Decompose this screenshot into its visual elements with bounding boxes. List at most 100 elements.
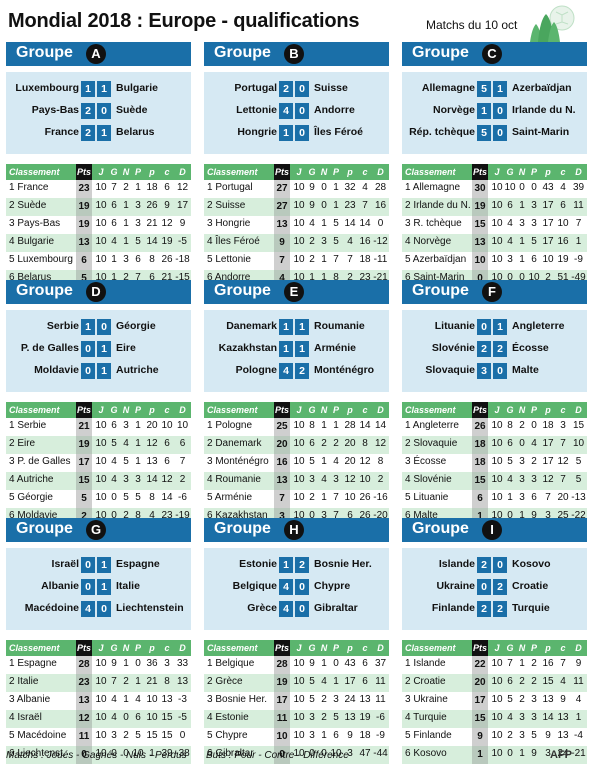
team-name: 2 Italie xyxy=(9,676,39,687)
header-won: G xyxy=(110,643,118,653)
match-results: Luxembourg 1 1 Bulgarie Pays-Bas 2 0 Suède Franc… xyxy=(6,72,191,154)
drawn: 3 xyxy=(519,492,525,503)
drawn: 0 xyxy=(321,748,327,759)
away-team: Turquie xyxy=(512,602,550,614)
afp-source-logo: AFP xyxy=(550,749,572,761)
drawn: 3 xyxy=(519,474,525,485)
table-row: 4 Norvège 13 10 4 1 5 17 16 1 xyxy=(402,234,587,252)
header-goal-difference: D xyxy=(377,167,384,177)
goal-difference: 0 xyxy=(377,218,384,229)
header-drawn: N xyxy=(518,405,526,415)
away-score: 1 xyxy=(295,341,309,357)
header-drawn: N xyxy=(122,405,130,415)
group-title: Groupe G xyxy=(6,518,191,542)
goals-against: 15 xyxy=(161,730,173,741)
points: 27 xyxy=(274,198,290,216)
goals-for: 10 xyxy=(146,694,158,705)
goals-against: 7 xyxy=(560,658,566,669)
away-score: 2 xyxy=(493,341,507,357)
goals-against: 13 xyxy=(557,712,569,723)
played: 10 xyxy=(95,218,107,229)
table-row: 5 Azerbaïdjan 10 10 3 1 6 10 19 -9 xyxy=(402,252,587,270)
team-name: 6 Andorre xyxy=(207,272,251,283)
match-row: Finlande 2 2 Turquie xyxy=(402,600,587,618)
away-team: Monténégro xyxy=(314,364,375,376)
header-team-name: Classement xyxy=(207,167,258,177)
lost: 4 xyxy=(135,694,141,705)
drawn: 2 xyxy=(321,438,327,449)
lost: 7 xyxy=(333,254,339,265)
goal-difference: -20 xyxy=(373,510,388,521)
team-name: 1 Espagne xyxy=(9,658,57,669)
goals-for: 18 xyxy=(146,182,158,193)
drawn: 2 xyxy=(123,272,129,283)
away-team: Bosnie Her. xyxy=(314,558,372,570)
away-team: Italie xyxy=(116,580,140,592)
goal-difference: -16 xyxy=(373,492,388,503)
goal-difference: 28 xyxy=(374,182,387,193)
points: 19 xyxy=(274,674,290,692)
home-team: Estonie xyxy=(239,558,277,570)
goals-against: 18 xyxy=(359,730,371,741)
header-goals-against: c xyxy=(560,405,566,415)
goals-against: 6 xyxy=(164,438,170,449)
won: 1 xyxy=(111,254,117,265)
table-row: 2 Croatie 20 10 6 2 2 15 4 11 xyxy=(402,674,587,692)
points: 7 xyxy=(274,252,290,270)
away-score: 1 xyxy=(97,557,111,573)
team-name: 1 France xyxy=(9,182,49,193)
home-team: France xyxy=(44,126,79,138)
home-team: Belgique xyxy=(232,580,277,592)
goals-for: 20 xyxy=(344,438,356,449)
team-name: 3 R. tchèque xyxy=(405,218,462,229)
home-score: 1 xyxy=(81,81,95,97)
lost: 6 xyxy=(333,730,339,741)
header-team-name: Classement xyxy=(9,405,60,415)
goals-against: 4 xyxy=(560,182,566,193)
played: 10 xyxy=(293,658,305,669)
goal-difference: 4 xyxy=(575,694,582,705)
points: 17 xyxy=(76,454,92,472)
team-name: 5 Géorgie xyxy=(9,492,53,503)
header-played: J xyxy=(494,405,500,415)
away-score: 2 xyxy=(295,363,309,379)
goals-against: 19 xyxy=(161,236,173,247)
points: 15 xyxy=(472,710,488,728)
goal-difference: -6 xyxy=(376,712,385,723)
drawn: 1 xyxy=(123,236,129,247)
lost: 1 xyxy=(333,420,339,431)
team-name: 3 Hongrie xyxy=(207,218,251,229)
home-team: Allemagne xyxy=(421,82,475,94)
drawn: 1 xyxy=(321,420,327,431)
won: 3 xyxy=(507,254,513,265)
goals-for: 9 xyxy=(545,730,551,741)
goal-difference: 12 xyxy=(176,182,189,193)
points: 21 xyxy=(76,418,92,436)
played: 10 xyxy=(293,254,305,265)
drawn: 1 xyxy=(519,200,525,211)
won: 3 xyxy=(309,730,315,741)
played: 10 xyxy=(293,730,305,741)
away-team: Suisse xyxy=(314,82,348,94)
won: 3 xyxy=(309,474,315,485)
lost: 3 xyxy=(135,474,141,485)
home-score: 1 xyxy=(279,319,293,335)
team-name: 1 Pologne xyxy=(207,420,253,431)
points: 13 xyxy=(76,234,92,252)
away-team: Arménie xyxy=(314,342,357,354)
header-lost: P xyxy=(134,167,141,177)
away-score: 0 xyxy=(493,125,507,141)
drawn: 1 xyxy=(321,272,327,283)
points: 0 xyxy=(76,746,92,764)
points: 9 xyxy=(274,234,290,252)
match-row: Islande 2 0 Kosovo xyxy=(402,556,587,574)
table-row: 1 Pologne 25 10 8 1 1 28 14 14 xyxy=(204,418,389,436)
goals-against: 14 xyxy=(359,420,371,431)
drawn: 3 xyxy=(519,712,525,723)
goal-difference: 33 xyxy=(176,658,189,669)
goals-for: 17 xyxy=(542,438,554,449)
goals-against: 16 xyxy=(359,236,371,247)
table-row: 1 Espagne 28 10 9 1 0 36 3 33 xyxy=(6,656,191,674)
